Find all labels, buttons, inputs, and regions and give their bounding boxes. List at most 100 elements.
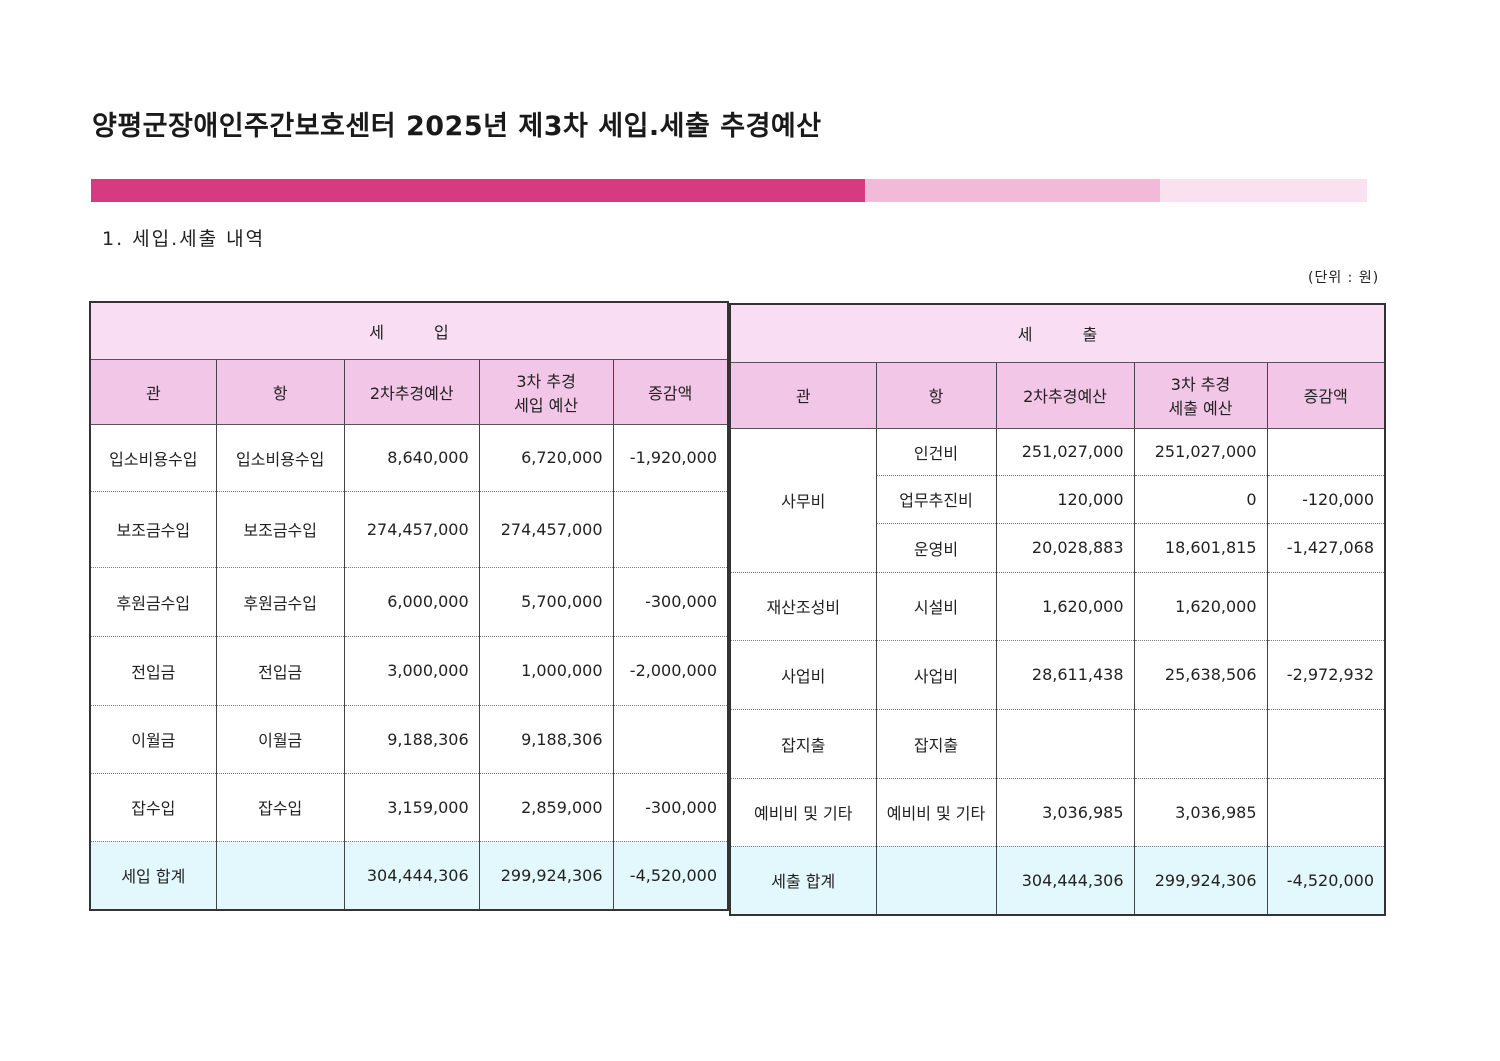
hang-cell: 보조금수입 (215, 491, 345, 568)
title-bar-light (1160, 179, 1367, 202)
total-label: 세입 합계 (89, 841, 217, 910)
diff-cell: -1,920,000 (612, 424, 729, 492)
diff-cell (1266, 572, 1386, 641)
col-gwan: 관 (89, 359, 217, 425)
expenditure-total-row: 세출 합계 304,444,306 299,924,306 -4,520,000 (729, 846, 1386, 915)
expenditure-row: 사업비 사업비 28,611,438 25,638,506 -2,972,932 (729, 640, 1386, 710)
prev-cell: 120,000 (995, 475, 1135, 524)
diff-cell (1266, 428, 1386, 476)
gwan-cell: 이월금 (89, 705, 217, 774)
col-prev: 2차추경예산 (995, 362, 1135, 429)
curr-cell: 1,620,000 (1133, 572, 1268, 641)
total-empty (215, 841, 345, 910)
curr-cell: 5,700,000 (478, 567, 614, 637)
expenditure-row: 업무추진비 120,000 0 -120,000 (730, 475, 1386, 524)
col-curr: 3차 추경 세입 예산 (478, 359, 614, 425)
prev-cell (995, 709, 1135, 779)
expenditure-heading: 세출 (729, 304, 1386, 363)
curr-cell: 18,601,815 (1133, 523, 1268, 573)
expenditure-row: 잡지출 잡지출 (729, 709, 1386, 779)
total-empty (875, 846, 997, 915)
prev-cell: 3,036,985 (995, 778, 1135, 847)
gwan-cell: 보조금수입 (89, 491, 217, 568)
prev-cell: 3,159,000 (343, 773, 480, 842)
hang-cell: 시설비 (875, 572, 997, 641)
curr-cell: 1,000,000 (478, 636, 614, 706)
gwan-cell: 사무비 (729, 428, 877, 573)
revenue-heading: 세입 (89, 302, 729, 360)
prev-cell: 6,000,000 (343, 567, 480, 637)
diff-cell: -300,000 (612, 773, 729, 842)
curr-cell: 2,859,000 (478, 773, 614, 842)
prev-cell: 1,620,000 (995, 572, 1135, 641)
revenue-row: 잡수입 잡수입 3,159,000 2,859,000 -300,000 (89, 773, 729, 842)
diff-cell: -120,000 (1266, 475, 1386, 524)
expenditure-row: 재산조성비 시설비 1,620,000 1,620,000 (729, 572, 1386, 641)
total-diff: -4,520,000 (612, 841, 729, 910)
prev-cell: 3,000,000 (343, 636, 480, 706)
total-prev: 304,444,306 (995, 846, 1135, 915)
expenditure-table: 세출 관 항 2차추경예산 3차 추경 세출 예산 증감액 사무비 인건비 251,0… (729, 303, 1386, 916)
curr-cell: 25,638,506 (1133, 640, 1268, 710)
section-heading: 1. 세입.세출 내역 (102, 228, 266, 250)
col-curr: 3차 추경 세출 예산 (1133, 362, 1268, 429)
diff-cell (612, 705, 729, 774)
revenue-row: 보조금수입 보조금수입 274,457,000 274,457,000 (89, 491, 729, 568)
hang-cell: 사업비 (875, 640, 997, 710)
diff-cell: -300,000 (612, 567, 729, 637)
diff-cell: -1,427,068 (1266, 523, 1386, 573)
total-curr: 299,924,306 (1133, 846, 1268, 915)
prev-cell: 251,027,000 (995, 428, 1135, 476)
curr-cell: 274,457,000 (478, 491, 614, 568)
diff-cell (612, 491, 729, 568)
diff-cell (1266, 778, 1386, 847)
prev-cell: 28,611,438 (995, 640, 1135, 710)
revenue-row: 전입금 전입금 3,000,000 1,000,000 -2,000,000 (89, 636, 729, 706)
diff-cell (1266, 709, 1386, 779)
prev-cell: 8,640,000 (343, 424, 480, 492)
diff-cell: -2,972,932 (1266, 640, 1386, 710)
curr-cell: 0 (1133, 475, 1268, 524)
curr-cell: 251,027,000 (1133, 428, 1268, 476)
col-hang: 항 (215, 359, 345, 425)
revenue-row: 입소비용수입 입소비용수입 8,640,000 6,720,000 -1,920,000 (89, 424, 729, 492)
prev-cell: 274,457,000 (343, 491, 480, 568)
col-hang: 항 (875, 362, 997, 429)
gwan-cell: 후원금수입 (89, 567, 217, 637)
gwan-cell: 입소비용수입 (89, 424, 217, 492)
revenue-row: 후원금수입 후원금수입 6,000,000 5,700,000 -300,000 (89, 567, 729, 637)
col-prev: 2차추경예산 (343, 359, 480, 425)
hang-cell: 업무추진비 (875, 475, 997, 524)
hang-cell: 운영비 (875, 523, 997, 573)
revenue-row: 이월금 이월금 9,188,306 9,188,306 (89, 705, 729, 774)
prev-cell: 20,028,883 (995, 523, 1135, 573)
hang-cell: 전입금 (215, 636, 345, 706)
title-bar-dark (91, 179, 865, 202)
total-prev: 304,444,306 (343, 841, 480, 910)
gwan-cell: 잡지출 (729, 709, 877, 779)
hang-cell: 예비비 및 기타 (875, 778, 997, 847)
gwan-cell: 재산조성비 (729, 572, 877, 641)
hang-cell: 잡지출 (875, 709, 997, 779)
gwan-cell: 전입금 (89, 636, 217, 706)
prev-cell: 9,188,306 (343, 705, 480, 774)
total-label: 세출 합계 (729, 846, 877, 915)
gwan-cell: 예비비 및 기타 (729, 778, 877, 847)
gwan-cell: 잡수입 (89, 773, 217, 842)
col-gwan: 관 (729, 362, 877, 429)
curr-cell: 6,720,000 (478, 424, 614, 492)
gwan-cell: 사업비 (729, 640, 877, 710)
title-bar-mid (865, 179, 1160, 202)
curr-cell (1133, 709, 1268, 779)
hang-cell: 잡수입 (215, 773, 345, 842)
diff-cell: -2,000,000 (612, 636, 729, 706)
expenditure-row: 사무비 인건비 251,027,000 251,027,000 (729, 428, 1386, 573)
hang-cell: 후원금수입 (215, 567, 345, 637)
hang-cell: 인건비 (875, 428, 997, 476)
curr-cell: 3,036,985 (1133, 778, 1268, 847)
document-title: 양평군장애인주간보호센터 2025년 제3차 세입.세출 추경예산 (92, 111, 822, 142)
unit-label: (단위 : 원) (1308, 270, 1380, 286)
revenue-table: 세입 관 항 2차추경예산 3차 추경 세입 예산 증감액 입소비용수입 입소비용수… (89, 301, 729, 911)
col-diff: 증감액 (1266, 362, 1386, 429)
total-diff: -4,520,000 (1266, 846, 1386, 915)
